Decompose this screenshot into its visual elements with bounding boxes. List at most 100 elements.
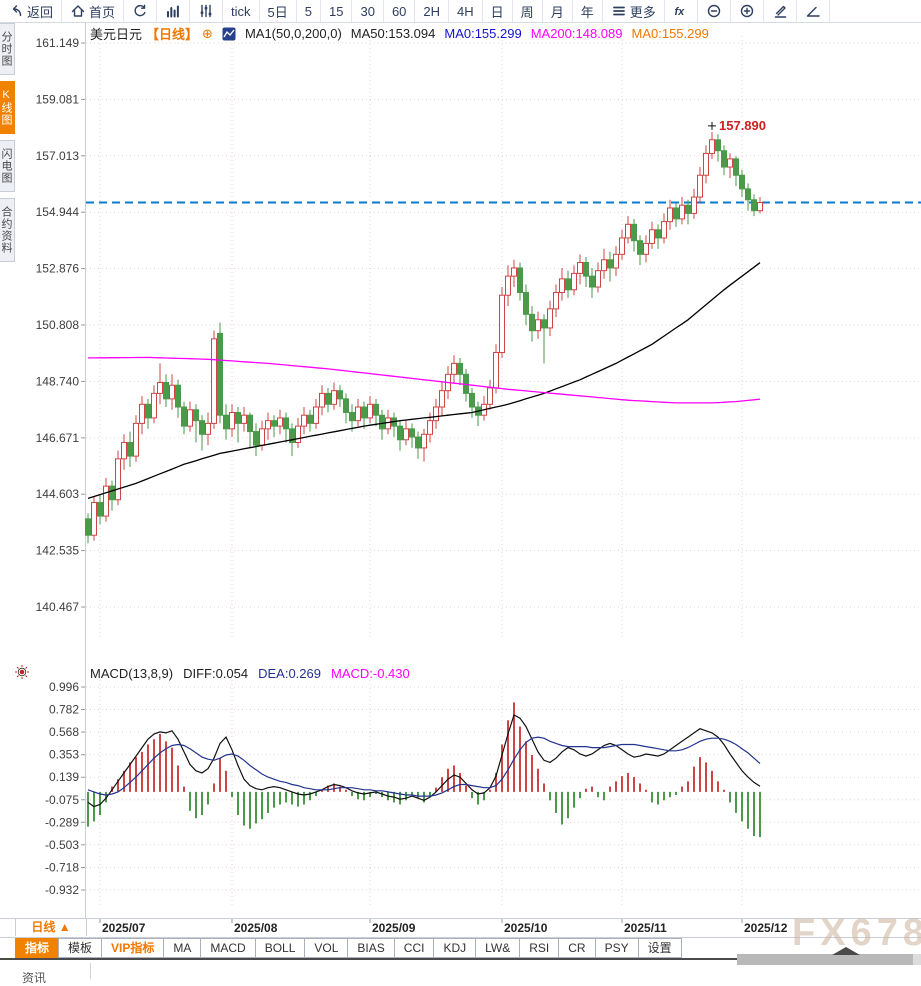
toolbar-zoom-in-button[interactable] — [731, 0, 764, 22]
home-icon — [71, 5, 85, 17]
svg-text:0.353: 0.353 — [49, 748, 79, 762]
sidebar-tab-kline-chart[interactable]: K线图 — [0, 81, 15, 134]
svg-text:-0.075: -0.075 — [45, 793, 79, 807]
top-toolbar: 返回 首页 tick 5日 5 15 30 60 2H 4H 日周月年更多 fx — [0, 0, 921, 23]
toolbar-period-60-button[interactable]: 60 — [384, 0, 416, 22]
chart-type-sidebar: 分时图 K线图闪电图合约资料 — [0, 23, 15, 268]
add-indicator-icon[interactable]: ⊕ — [202, 26, 213, 41]
toolbar-period-5-button[interactable]: 5 — [297, 0, 321, 22]
svg-text:2025/09: 2025/09 — [372, 921, 416, 935]
axis-separator-top — [0, 918, 921, 919]
bottom-tab-cci[interactable]: CCI — [393, 938, 435, 958]
sliders-icon — [200, 4, 212, 18]
peak-annotation: 157.890 — [708, 118, 766, 133]
refresh-icon — [134, 4, 146, 17]
ma0-orange-value: MA0:155.299 — [631, 26, 709, 41]
ma-settings-label: MA1(50,0,200,0) — [244, 26, 342, 41]
sidebar-tab-lightning-chart[interactable]: 闪电图 — [0, 140, 15, 192]
toolbar-period-day-button[interactable]: 日 — [483, 0, 513, 22]
zoom-out-icon — [707, 4, 720, 18]
bottom-tab-settings[interactable]: 设置 — [637, 938, 682, 958]
toolbar-period-5d-button[interactable]: 5日 — [260, 0, 297, 22]
menu-icon — [612, 6, 625, 16]
svg-text:0.139: 0.139 — [49, 770, 79, 784]
svg-text:0.568: 0.568 — [49, 725, 79, 739]
fx-icon: fx — [674, 6, 685, 18]
svg-text:-0.932: -0.932 — [45, 883, 79, 897]
svg-text:157.890: 157.890 — [719, 118, 766, 133]
toolbar-underline — [0, 958, 737, 960]
axis-labels: 161.149 159.081 157.013 154.944 152.876 150.8… — [36, 36, 788, 935]
macd-highlight-icon[interactable] — [14, 664, 30, 685]
pencil-icon — [774, 5, 787, 18]
zoom-in-icon — [740, 4, 753, 18]
bottom-tab-psy[interactable]: PSY — [594, 938, 639, 958]
svg-text:fx: fx — [674, 6, 685, 18]
svg-text:2025/12: 2025/12 — [744, 921, 788, 935]
svg-text:2025/10: 2025/10 — [504, 921, 548, 935]
svg-text:-0.289: -0.289 — [45, 815, 79, 829]
macd-diff-value: DIFF:0.054 — [183, 666, 249, 681]
ma50-value: MA50:153.094 — [350, 26, 436, 41]
bottom-tab-indicator[interactable]: 指标 — [15, 938, 60, 958]
svg-text:0.782: 0.782 — [49, 703, 79, 717]
bottom-tab-template[interactable]: 模板 — [58, 938, 103, 958]
mini-chart-icon — [222, 27, 236, 40]
toolbar-period-4h-button[interactable]: 4H — [449, 0, 483, 22]
footer-separator — [90, 963, 91, 979]
scrollbar-arrow-icon[interactable] — [832, 947, 860, 955]
news-tab[interactable]: 资讯 — [22, 971, 47, 985]
bottom-tab-rsi[interactable]: RSI — [519, 938, 560, 958]
bottom-tab-bias[interactable]: BIAS — [347, 938, 395, 958]
svg-text:2025/11: 2025/11 — [624, 921, 667, 935]
bottom-tab-macd[interactable]: MACD — [200, 938, 256, 958]
toolbar-period-2h-button[interactable]: 2H — [415, 0, 450, 22]
scrollbar-track-end — [913, 954, 921, 965]
sidebar-tab-contract-info[interactable]: 合约资料 — [0, 198, 15, 262]
macd-settings-label: MACD(13,8,9) — [90, 666, 174, 681]
bottom-tab-lw[interactable]: LW& — [475, 938, 521, 958]
toolbar-period-month-button[interactable]: 月 — [543, 0, 573, 22]
ma-lines — [87, 262, 761, 500]
axis-separator-bottom — [0, 937, 921, 938]
toolbar-period-15-button[interactable]: 15 — [321, 0, 353, 22]
svg-text:-0.503: -0.503 — [45, 838, 79, 852]
bottom-tab-ma[interactable]: MA — [163, 938, 202, 958]
svg-text:144.603: 144.603 — [36, 487, 80, 501]
toolbar-period-30-button[interactable]: 30 — [352, 0, 384, 22]
toolbar-more-button[interactable]: 更多 — [603, 0, 665, 22]
svg-text:0.996: 0.996 — [49, 680, 79, 694]
toolbar-angle-tool-button[interactable] — [797, 0, 830, 22]
ma0-blue-value: MA0:155.299 — [444, 26, 522, 41]
angle-icon — [806, 6, 820, 17]
svg-text:152.876: 152.876 — [36, 262, 80, 276]
chart-title-bar: 美元日元 【日线】 ⊕ MA1(50,0,200,0) MA50:153.094… — [90, 24, 709, 43]
toolbar-period-tick-button[interactable]: tick — [223, 0, 260, 22]
ma200-value: MA200:148.089 — [530, 26, 623, 41]
toolbar-draw-button[interactable] — [764, 0, 797, 22]
bottom-tab-vip-indicator[interactable]: VIP指标 — [101, 938, 165, 958]
toolbar-back-button[interactable]: 返回 — [0, 0, 63, 22]
toolbar-indicator-settings-button[interactable] — [190, 0, 224, 22]
toolbar-period-week-button[interactable]: 周 — [513, 0, 543, 22]
bottom-tab-cr[interactable]: CR — [558, 938, 596, 958]
bar-chart-icon — [167, 5, 179, 18]
svg-text:154.944: 154.944 — [36, 205, 80, 219]
horizontal-scrollbar[interactable] — [737, 947, 913, 965]
svg-text:146.671: 146.671 — [36, 431, 80, 445]
bottom-tab-boll[interactable]: BOLL — [254, 938, 306, 958]
toolbar-refresh-button[interactable] — [124, 0, 158, 22]
toolbar-home-button[interactable]: 首页 — [62, 0, 125, 22]
toolbar-period-year-button[interactable]: 年 — [573, 0, 603, 22]
svg-text:140.467: 140.467 — [36, 600, 80, 614]
toolbar-fx-button[interactable]: fx — [665, 0, 698, 22]
bottom-tab-vol[interactable]: VOL — [304, 938, 349, 958]
bottom-tab-kdj[interactable]: KDJ — [433, 938, 477, 958]
toolbar-chart-style-button[interactable] — [157, 0, 191, 22]
sidebar-tab-time-chart[interactable]: 分时图 — [0, 23, 15, 75]
period-selector[interactable]: 日线 ▲ — [15, 919, 87, 936]
indicator-toolbar: 指标 模板 VIP指标 MA MACD BOLL VOL BIAS CCI KDJ LW& RSI CR… — [15, 938, 682, 958]
svg-text:142.535: 142.535 — [36, 544, 80, 558]
toolbar-zoom-out-button[interactable] — [698, 0, 731, 22]
